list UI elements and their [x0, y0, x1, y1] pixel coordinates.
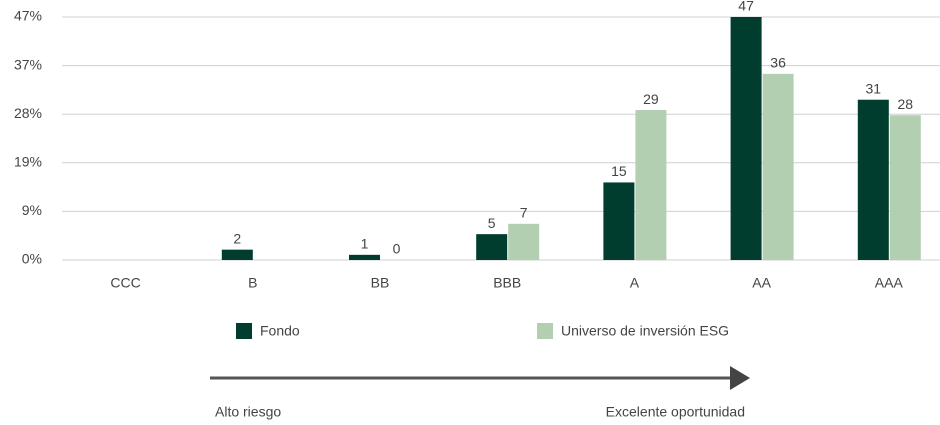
bar	[603, 182, 635, 260]
x-tick-label: BB	[371, 275, 390, 291]
x-tick-label: BBB	[493, 275, 521, 291]
data-label: 28	[898, 96, 914, 112]
annotation: Alto riesgo	[215, 404, 281, 420]
legend-label: Universo de inversión ESG	[561, 323, 729, 339]
bar	[476, 234, 508, 260]
legend-swatch	[537, 323, 553, 339]
data-label: 15	[611, 163, 627, 179]
bar	[221, 249, 253, 260]
y-tick-label: 0%	[22, 251, 42, 267]
bar	[762, 73, 794, 260]
data-label: 5	[488, 215, 496, 231]
data-label: 2	[233, 230, 241, 246]
y-tick-label: 28%	[14, 105, 42, 121]
data-label: 31	[866, 80, 882, 96]
x-tick-label: CCC	[110, 275, 140, 291]
bar	[635, 110, 667, 260]
bar	[508, 223, 540, 260]
x-tick-label: AAA	[875, 275, 904, 291]
legend-swatch	[236, 323, 252, 339]
bar	[889, 115, 921, 260]
annotation: Excelente oportunidad	[606, 404, 745, 420]
bar	[857, 99, 889, 260]
legend-label: Fondo	[260, 323, 300, 339]
y-tick-label: 47%	[14, 8, 42, 24]
data-label: 29	[643, 91, 659, 107]
data-label: 7	[520, 205, 528, 221]
y-tick-label: 9%	[22, 202, 42, 218]
x-tick-label: AA	[752, 275, 771, 291]
bar	[730, 17, 762, 260]
data-label: 1	[361, 236, 369, 252]
data-label: 47	[738, 0, 754, 14]
data-label: 0	[393, 241, 401, 257]
arrow-head	[730, 366, 750, 390]
y-tick-label: 37%	[14, 56, 42, 72]
x-tick-label: A	[630, 275, 640, 291]
y-tick-label: 19%	[14, 154, 42, 170]
x-tick-label: B	[248, 275, 257, 291]
bar	[349, 254, 380, 260]
data-label: 36	[770, 55, 786, 71]
